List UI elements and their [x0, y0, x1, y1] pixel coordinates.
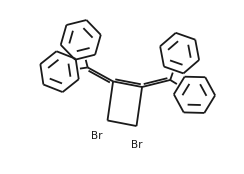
Text: Br: Br: [91, 131, 102, 141]
Text: Br: Br: [131, 140, 142, 150]
